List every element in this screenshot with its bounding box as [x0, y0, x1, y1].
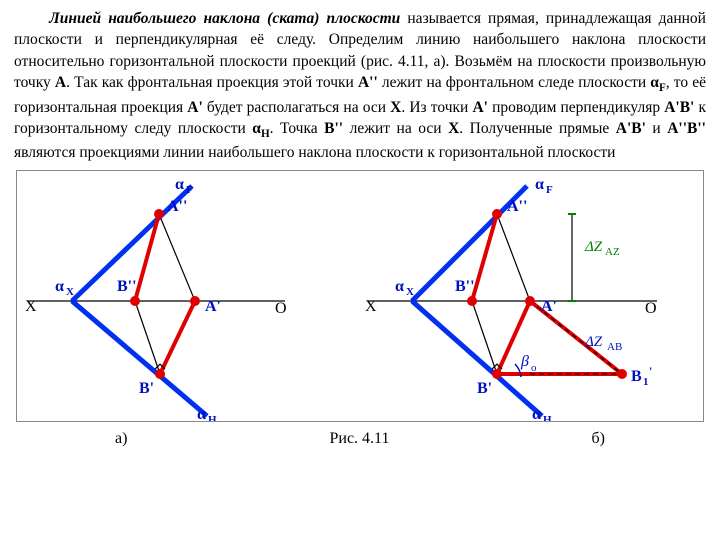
svg-text:X: X	[25, 298, 37, 315]
svg-text:β: β	[520, 353, 529, 370]
svg-text:α: α	[175, 176, 184, 193]
caption-b: б)	[591, 430, 604, 448]
caption-row: а) Рис. 4.11 б)	[14, 430, 706, 448]
svg-text:X: X	[365, 298, 377, 315]
caption-a: а)	[115, 430, 127, 448]
svg-text:B'': B''	[455, 278, 475, 295]
svg-text:': '	[649, 364, 652, 378]
svg-text:O: O	[645, 300, 657, 317]
caption-mid: Рис. 4.11	[329, 430, 389, 448]
svg-text:X: X	[406, 286, 414, 298]
svg-text:B': B'	[139, 380, 154, 397]
heading: Линией наибольшего наклона (ската) плоск…	[49, 10, 400, 27]
figure-4-11: αFαXαHA''A'B''B'XOαFαXαHA''A'B''B'B1'XOΔ…	[16, 170, 704, 422]
svg-text:AB: AB	[607, 341, 622, 353]
svg-text:ΔZ: ΔZ	[584, 334, 603, 350]
svg-text:A'': A''	[167, 198, 187, 215]
svg-text:O: O	[275, 300, 287, 317]
svg-text:F: F	[546, 184, 553, 196]
main-paragraph: Линией наибольшего наклона (ската) плоск…	[14, 8, 706, 164]
svg-text:H: H	[543, 414, 552, 421]
svg-text:X: X	[66, 286, 74, 298]
svg-text:1: 1	[643, 376, 649, 388]
svg-text:B: B	[631, 368, 642, 385]
svg-text:α: α	[532, 406, 541, 421]
svg-text:o: o	[531, 362, 537, 374]
svg-text:AZ: AZ	[605, 246, 620, 258]
svg-text:α: α	[197, 406, 206, 421]
svg-text:α: α	[395, 278, 404, 295]
svg-text:B'': B''	[117, 278, 137, 295]
svg-text:α: α	[55, 278, 64, 295]
svg-text:A': A'	[205, 298, 221, 315]
svg-text:B': B'	[477, 380, 492, 397]
svg-text:A'': A''	[507, 198, 527, 215]
svg-text:A': A'	[541, 298, 557, 315]
figure-svg: αFαXαHA''A'B''B'XOαFαXαHA''A'B''B'B1'XOΔ…	[17, 171, 707, 421]
svg-text:F: F	[186, 184, 193, 196]
svg-text:ΔZ: ΔZ	[584, 239, 603, 255]
svg-text:α: α	[535, 176, 544, 193]
svg-text:H: H	[208, 414, 217, 421]
